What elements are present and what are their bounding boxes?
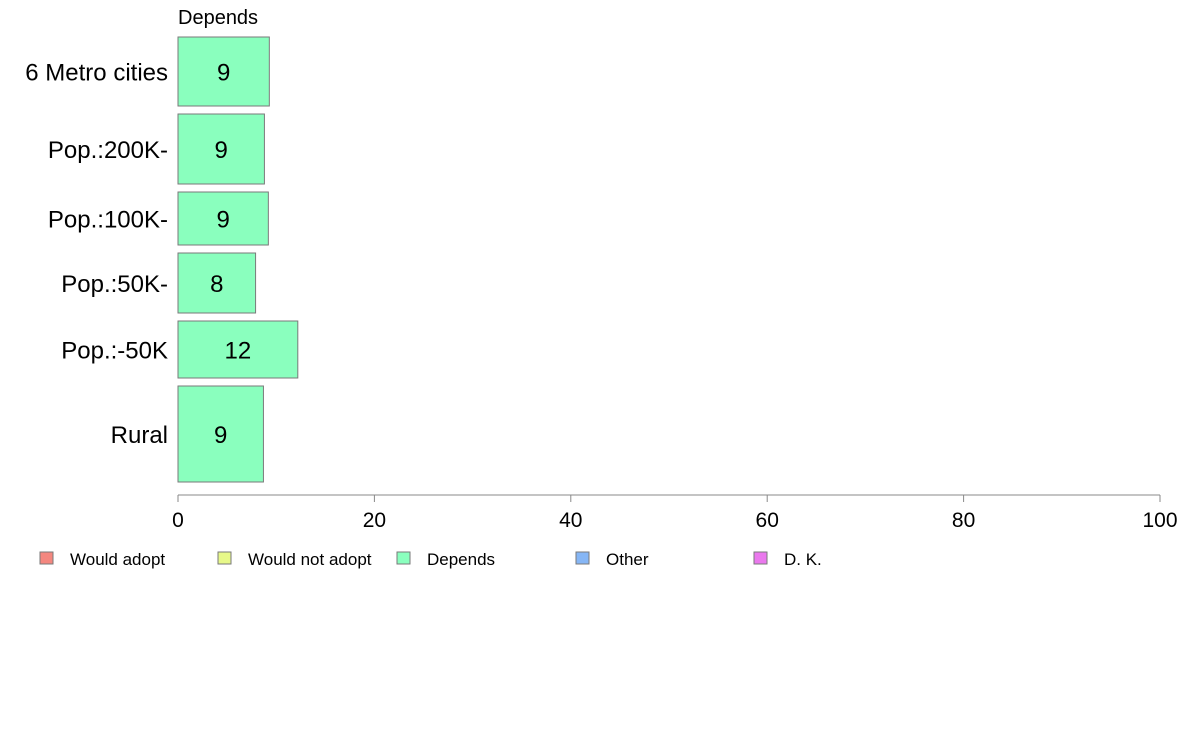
bar-labels-group: 9 9 9 8 12 9 [210,60,251,450]
bar-value-label: 8 [210,271,223,298]
bar-depends-0 [177,36,270,107]
bar-depends-1 [177,113,265,185]
bars-group [177,36,299,483]
x-tick-label: 40 [559,509,582,532]
x-tick-label: 100 [1142,509,1177,532]
category-label: Pop.:200K- [48,137,168,164]
legend-swatch [396,551,411,565]
category-label: Pop.:50K- [61,271,168,298]
category-labels-group: 6 Metro cities Pop.:200K- Pop.:100K- Pop.:5… [25,60,168,450]
bar-depends-2 [177,191,269,246]
legend: Would adopt Would not adopt Depends Other D.… [39,550,822,569]
bar-depends-4 [177,320,299,379]
category-label: Pop.:100K- [48,207,168,234]
legend-swatch [575,551,590,565]
legend-label: Would not adopt [248,550,372,569]
category-label: Rural [111,422,168,449]
bar-value-label: 9 [214,422,227,449]
category-label: Pop.:-50K [61,338,168,365]
legend-label: Depends [427,550,495,569]
x-tick-label: 20 [363,509,386,532]
legend-label: Other [606,550,649,569]
bar-depends-3 [177,252,257,314]
legend-label: Would adopt [70,550,165,569]
bar-value-label: 12 [225,338,252,365]
x-axis: 0 20 40 60 80 100 [172,494,1178,532]
x-tick-label: 0 [172,509,184,532]
bar-value-label: 9 [215,137,228,164]
legend-label: D. K. [784,550,822,569]
legend-swatch [753,551,768,565]
bar-value-label: 9 [217,60,230,87]
category-label: 6 Metro cities [25,60,168,87]
bar-value-label: 9 [216,207,229,234]
bar-depends-5 [177,385,264,483]
legend-swatch [39,551,54,565]
x-tick-label: 80 [952,509,975,532]
legend-swatch [217,551,232,565]
x-tick-label: 60 [756,509,779,532]
series-title: Depends [178,7,258,29]
